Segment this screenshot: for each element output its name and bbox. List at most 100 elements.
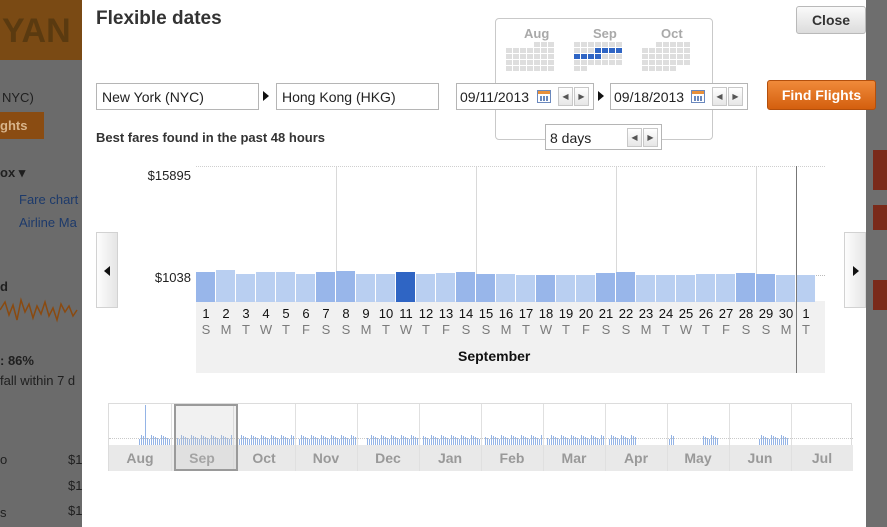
mini-calendar-day[interactable]	[588, 60, 594, 65]
mini-calendar-grid-sep[interactable]	[574, 42, 622, 77]
mini-calendar-day[interactable]	[684, 54, 690, 59]
mini-calendar-day[interactable]	[663, 60, 669, 65]
trip-length-field[interactable]: 8 days ◀ ▶	[545, 124, 662, 150]
mini-calendar-day[interactable]	[616, 72, 622, 77]
mini-calendar-day[interactable]	[548, 60, 554, 65]
mini-calendar-day[interactable]	[574, 72, 580, 77]
find-flights-button[interactable]: Find Flights	[767, 80, 876, 110]
mini-calendar-day[interactable]	[541, 72, 547, 77]
mini-calendar-day[interactable]	[663, 42, 669, 47]
mini-calendar-day[interactable]	[663, 54, 669, 59]
mini-calendar-day[interactable]	[595, 72, 601, 77]
mini-calendar-day[interactable]	[581, 48, 587, 53]
chart-prev-button[interactable]	[96, 232, 118, 308]
calendar-icon[interactable]	[691, 90, 705, 103]
mini-calendar-day[interactable]	[541, 60, 547, 65]
fare-bar[interactable]	[556, 275, 575, 302]
mini-calendar-day[interactable]	[574, 60, 580, 65]
mini-calendar-day[interactable]	[677, 42, 683, 47]
mini-calendar-day[interactable]	[602, 60, 608, 65]
fare-bar[interactable]	[516, 275, 535, 302]
fare-bar[interactable]	[276, 272, 295, 302]
mini-calendar-day[interactable]	[642, 42, 648, 47]
mini-calendar-day[interactable]	[642, 48, 648, 53]
mini-calendar-day[interactable]	[527, 66, 533, 71]
close-button[interactable]: Close	[796, 6, 866, 34]
mini-calendar-day[interactable]	[506, 72, 512, 77]
calendar-icon[interactable]	[537, 90, 551, 103]
mini-calendar-day[interactable]	[656, 54, 662, 59]
overview-month-label[interactable]: Apr	[623, 450, 649, 466]
mini-calendar-day[interactable]	[581, 60, 587, 65]
mini-calendar-day[interactable]	[588, 54, 594, 59]
mini-calendar-day[interactable]	[581, 54, 587, 59]
trip-length-decrease-icon[interactable]: ◀	[627, 128, 642, 147]
mini-calendar-day[interactable]	[677, 54, 683, 59]
return-date-prev-icon[interactable]: ◀	[712, 87, 727, 106]
mini-calendar-day[interactable]	[684, 66, 690, 71]
fare-bar[interactable]	[396, 272, 415, 302]
mini-calendar-day[interactable]	[649, 48, 655, 53]
overview-month-label[interactable]: Mar	[561, 450, 587, 466]
mini-calendar-day[interactable]	[684, 42, 690, 47]
mini-calendar-day[interactable]	[506, 60, 512, 65]
mini-calendar-day[interactable]	[595, 54, 601, 59]
mini-calendar-day[interactable]	[684, 72, 690, 77]
mini-calendar-day[interactable]	[616, 42, 622, 47]
overview-month-label[interactable]: May	[684, 450, 712, 466]
mini-calendar-day[interactable]	[548, 48, 554, 53]
mini-calendar-day[interactable]	[642, 60, 648, 65]
overview-month-label[interactable]: Sep	[189, 450, 215, 466]
mini-calendar-day[interactable]	[588, 66, 594, 71]
return-date-next-icon[interactable]: ▶	[728, 87, 743, 106]
mini-calendar-day[interactable]	[541, 48, 547, 53]
fare-bar[interactable]	[256, 272, 275, 302]
mini-calendar-day[interactable]	[602, 42, 608, 47]
mini-calendar-day[interactable]	[663, 48, 669, 53]
mini-calendar-day[interactable]	[616, 60, 622, 65]
mini-calendar-day[interactable]	[513, 42, 519, 47]
mini-calendar-day[interactable]	[684, 48, 690, 53]
mini-calendar-day[interactable]	[520, 48, 526, 53]
mini-calendar-day[interactable]	[513, 60, 519, 65]
mini-calendar-day[interactable]	[649, 72, 655, 77]
fare-bar[interactable]	[756, 274, 775, 302]
mini-calendar-day[interactable]	[520, 42, 526, 47]
mini-calendar-day[interactable]	[642, 72, 648, 77]
mini-calendar-day[interactable]	[520, 60, 526, 65]
mini-calendar-day[interactable]	[506, 66, 512, 71]
mini-calendar-day[interactable]	[670, 60, 676, 65]
fare-bar[interactable]	[736, 273, 755, 302]
mini-calendar-day[interactable]	[656, 66, 662, 71]
mini-calendar-day[interactable]	[616, 66, 622, 71]
overview-month-label[interactable]: Oct	[252, 450, 276, 466]
mini-calendar-day[interactable]	[602, 72, 608, 77]
mini-calendar-day[interactable]	[588, 72, 594, 77]
depart-date-next-icon[interactable]: ▶	[574, 87, 589, 106]
mini-calendar-day[interactable]	[527, 60, 533, 65]
mini-calendar-day[interactable]	[520, 66, 526, 71]
mini-calendar-day[interactable]	[506, 42, 512, 47]
fare-bar[interactable]	[596, 273, 615, 302]
mini-calendar-day[interactable]	[513, 72, 519, 77]
mini-calendar-day[interactable]	[595, 48, 601, 53]
overview-selection-window[interactable]	[174, 404, 238, 471]
trip-length-increase-icon[interactable]: ▶	[643, 128, 658, 147]
fare-bar[interactable]	[796, 275, 815, 302]
overview-month-label[interactable]: Feb	[499, 450, 525, 466]
mini-calendar-day[interactable]	[527, 54, 533, 59]
mini-calendar-day[interactable]	[609, 42, 615, 47]
mini-calendar-day[interactable]	[656, 48, 662, 53]
overview-month-label[interactable]: Aug	[126, 450, 154, 466]
fare-bar[interactable]	[196, 272, 215, 302]
mini-calendar-day[interactable]	[649, 60, 655, 65]
mini-calendar-day[interactable]	[534, 66, 540, 71]
fare-bar[interactable]	[536, 275, 555, 302]
mini-calendar-day[interactable]	[534, 54, 540, 59]
mini-calendar-day[interactable]	[670, 72, 676, 77]
fare-bar[interactable]	[296, 274, 315, 302]
overview-timeline[interactable]: Aug Sep Oct Nov Dec Jan Feb Mar Apr May Jun Jul	[108, 403, 853, 471]
fare-bar[interactable]	[716, 274, 735, 302]
mini-calendar-day[interactable]	[670, 66, 676, 71]
mini-calendar-day[interactable]	[574, 42, 580, 47]
